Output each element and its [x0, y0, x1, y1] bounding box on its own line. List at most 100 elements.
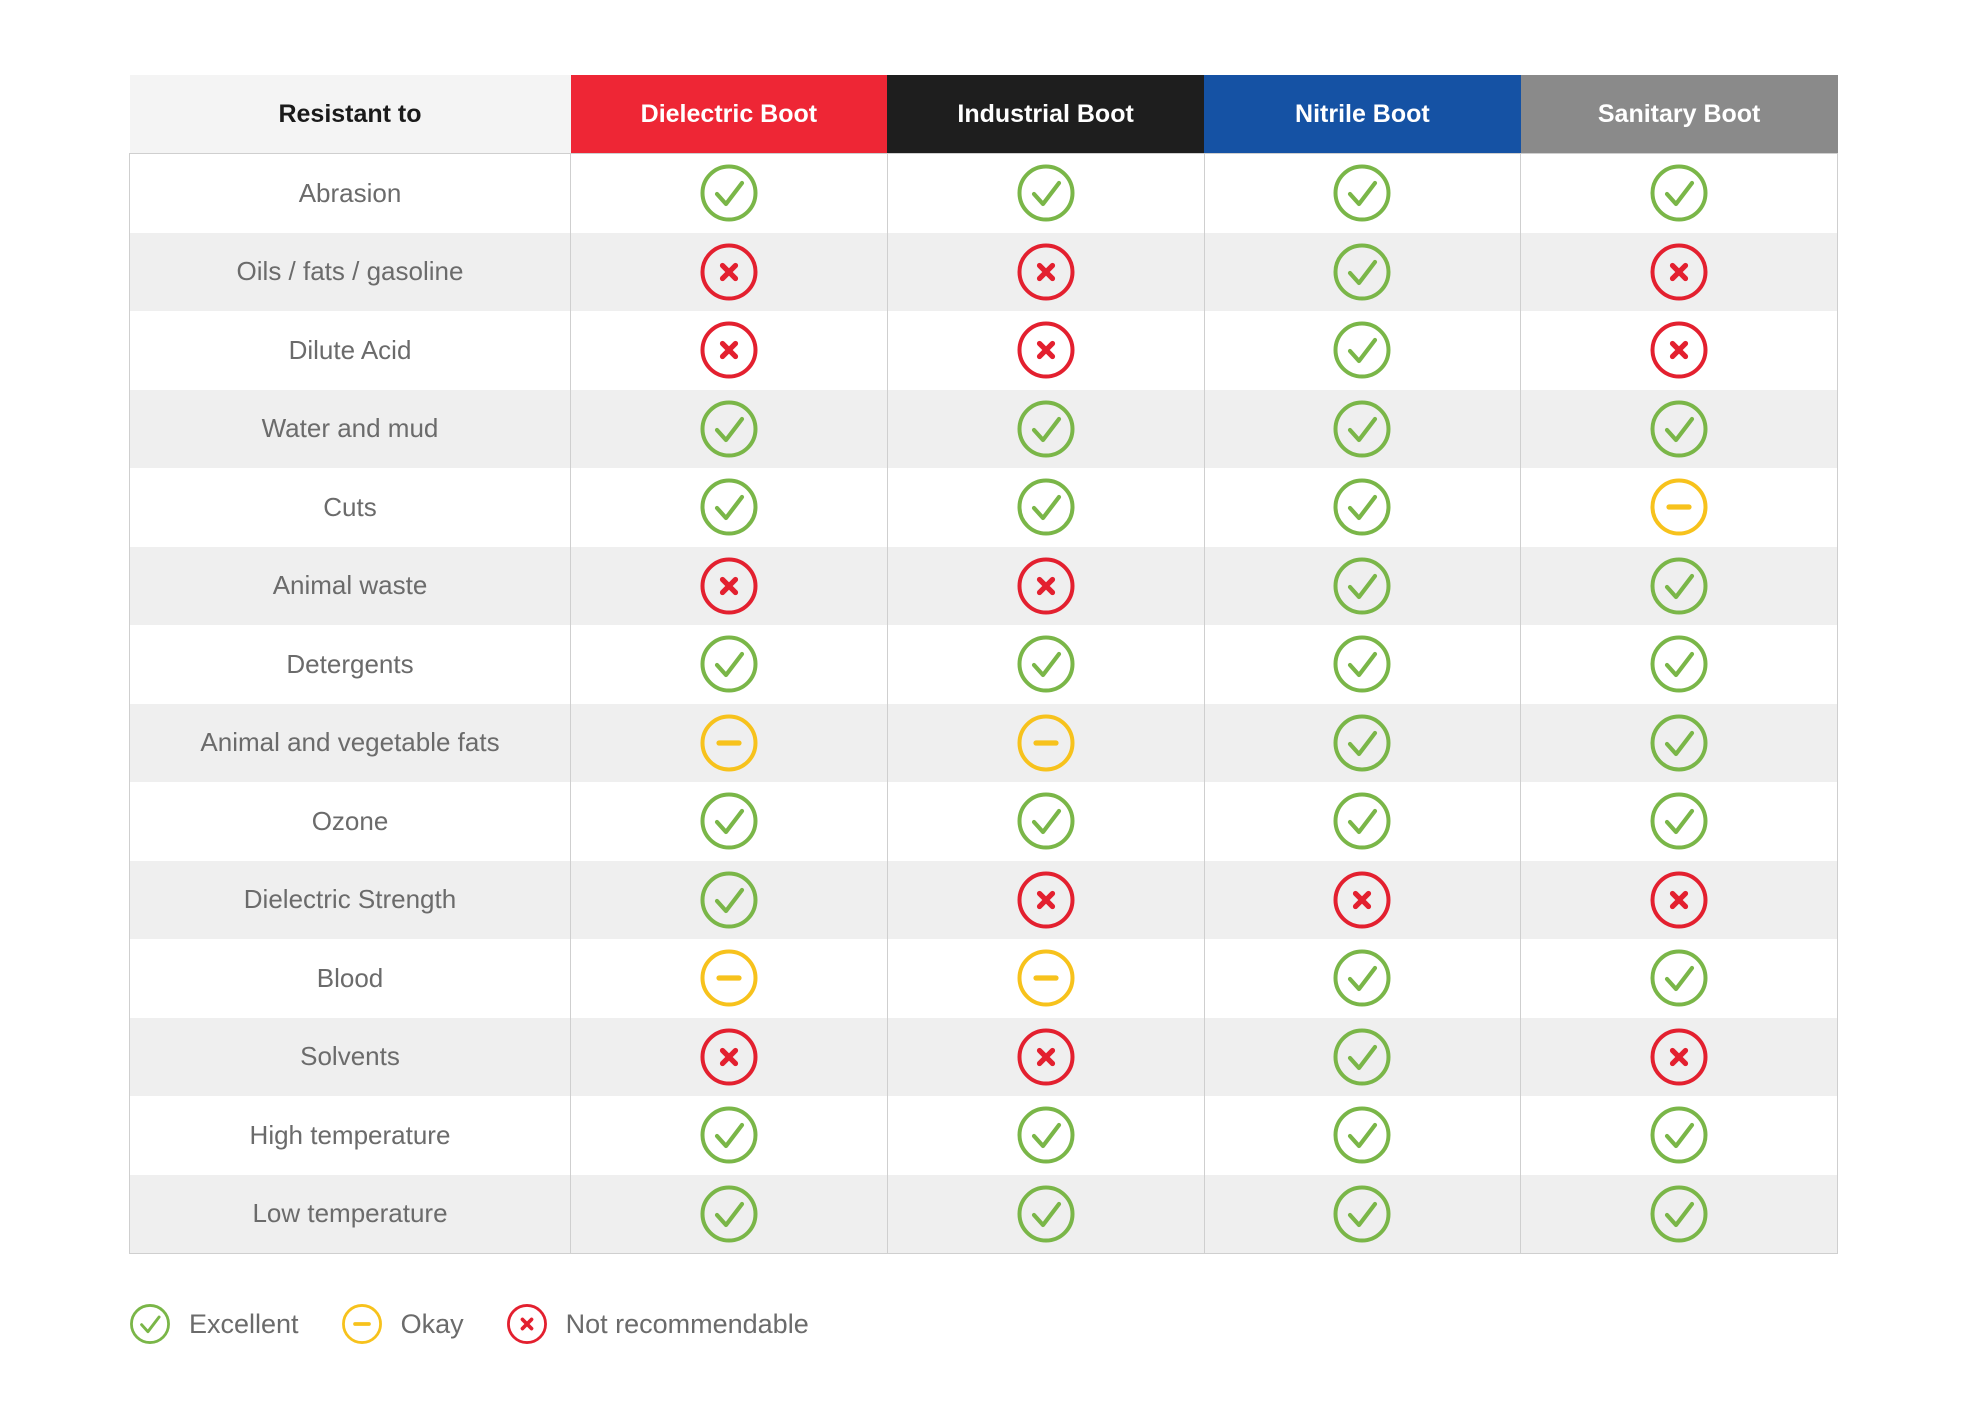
column-header-nitrile-boot: Nitrile Boot — [1204, 75, 1521, 154]
check-circle-icon — [699, 477, 759, 537]
rating-cell — [570, 468, 888, 547]
rating-cell — [886, 153, 1204, 233]
rating-cell — [1203, 232, 1521, 311]
row-label: Low temperature — [129, 1174, 571, 1254]
rating-cell — [886, 311, 1204, 390]
rating-cell — [1203, 153, 1521, 233]
check-circle-icon — [1649, 634, 1709, 694]
column-header-sanitary-boot: Sanitary Boot — [1520, 75, 1838, 154]
rating-cell — [570, 1096, 888, 1175]
check-circle-icon — [1332, 242, 1392, 302]
row-label: Oils / fats / gasoline — [129, 232, 571, 311]
check-circle-icon — [1016, 1184, 1076, 1244]
check-circle-icon — [699, 634, 759, 694]
row-label: Abrasion — [129, 153, 571, 233]
x-circle-icon — [1649, 1027, 1709, 1087]
rating-cell — [570, 389, 888, 468]
rating-cell — [1203, 860, 1521, 939]
check-circle-icon — [1332, 399, 1392, 459]
x-circle-icon — [699, 556, 759, 616]
rating-cell — [886, 939, 1204, 1018]
row-label: Blood — [129, 939, 571, 1018]
rating-cell — [1520, 860, 1838, 939]
rating-cell — [570, 232, 888, 311]
check-circle-icon — [1649, 713, 1709, 773]
check-circle-icon — [1649, 399, 1709, 459]
legend-item-okay: Okay — [341, 1303, 464, 1345]
rating-cell — [886, 782, 1204, 861]
rating-cell — [570, 625, 888, 704]
row-label: High temperature — [129, 1096, 571, 1175]
check-circle-icon — [699, 1184, 759, 1244]
legend-item-excellent: Excellent — [129, 1303, 299, 1345]
rating-cell — [1203, 311, 1521, 390]
x-circle-icon — [699, 320, 759, 380]
x-circle-icon — [1016, 320, 1076, 380]
row-label: Cuts — [129, 468, 571, 547]
rating-cell — [1203, 468, 1521, 547]
check-circle-icon — [699, 163, 759, 223]
rating-cell — [886, 1096, 1204, 1175]
row-label: Water and mud — [129, 389, 571, 468]
x-circle-icon — [1649, 870, 1709, 930]
check-circle-icon — [1016, 477, 1076, 537]
check-circle-icon — [1332, 791, 1392, 851]
check-circle-icon — [1649, 163, 1709, 223]
x-circle-icon — [1649, 320, 1709, 380]
table-row: Animal and vegetable fats — [129, 703, 1838, 782]
rating-cell — [570, 1174, 888, 1254]
rating-cell — [1520, 625, 1838, 704]
rating-cell — [1520, 1174, 1838, 1254]
rating-cell — [1203, 939, 1521, 1018]
rating-cell — [1520, 782, 1838, 861]
check-circle-icon — [699, 1105, 759, 1165]
check-circle-icon — [1016, 1105, 1076, 1165]
header-resistant-to: Resistant to — [129, 75, 571, 154]
check-circle-icon — [1332, 556, 1392, 616]
check-circle-icon — [1332, 477, 1392, 537]
rating-cell — [570, 782, 888, 861]
rating-cell — [1203, 1017, 1521, 1096]
x-circle-icon — [699, 242, 759, 302]
check-circle-icon — [1649, 948, 1709, 1008]
minus-circle-icon — [1016, 713, 1076, 773]
rating-cell — [886, 625, 1204, 704]
legend-label: Excellent — [189, 1308, 299, 1339]
minus-circle-icon — [1016, 948, 1076, 1008]
rating-cell — [1520, 468, 1838, 547]
check-circle-icon — [699, 791, 759, 851]
table-row: Solvents — [129, 1017, 1838, 1096]
rating-cell — [570, 1017, 888, 1096]
check-circle-icon — [1016, 791, 1076, 851]
x-circle-icon — [1649, 242, 1709, 302]
rating-cell — [1203, 782, 1521, 861]
row-label: Animal and vegetable fats — [129, 703, 571, 782]
rating-cell — [1520, 1096, 1838, 1175]
column-header-dielectric-boot: Dielectric Boot — [570, 75, 888, 154]
table-header-row: Resistant to Dielectric Boot Industrial B… — [129, 75, 1838, 154]
rating-cell — [1203, 1096, 1521, 1175]
row-label: Animal waste — [129, 546, 571, 625]
rating-cell — [1203, 1174, 1521, 1254]
check-circle-icon — [1332, 634, 1392, 694]
rating-cell — [1520, 703, 1838, 782]
rating-cell — [886, 232, 1204, 311]
rating-cell — [886, 1174, 1204, 1254]
table-row: Blood — [129, 939, 1838, 1018]
rating-cell — [1203, 625, 1521, 704]
table-row: Dilute Acid — [129, 311, 1838, 390]
x-circle-icon — [1016, 556, 1076, 616]
table-row: High temperature — [129, 1096, 1838, 1175]
table-row: Cuts — [129, 468, 1838, 547]
rating-cell — [886, 546, 1204, 625]
table-row: Abrasion — [129, 153, 1838, 233]
check-circle-icon — [1016, 399, 1076, 459]
x-circle-icon — [699, 1027, 759, 1087]
x-circle-icon — [506, 1303, 548, 1345]
rating-cell — [886, 703, 1204, 782]
check-circle-icon — [1332, 713, 1392, 773]
rating-cell — [1203, 389, 1521, 468]
check-circle-icon — [1649, 556, 1709, 616]
rating-cell — [1520, 311, 1838, 390]
legend-item-not-recommendable: Not recommendable — [506, 1303, 809, 1345]
